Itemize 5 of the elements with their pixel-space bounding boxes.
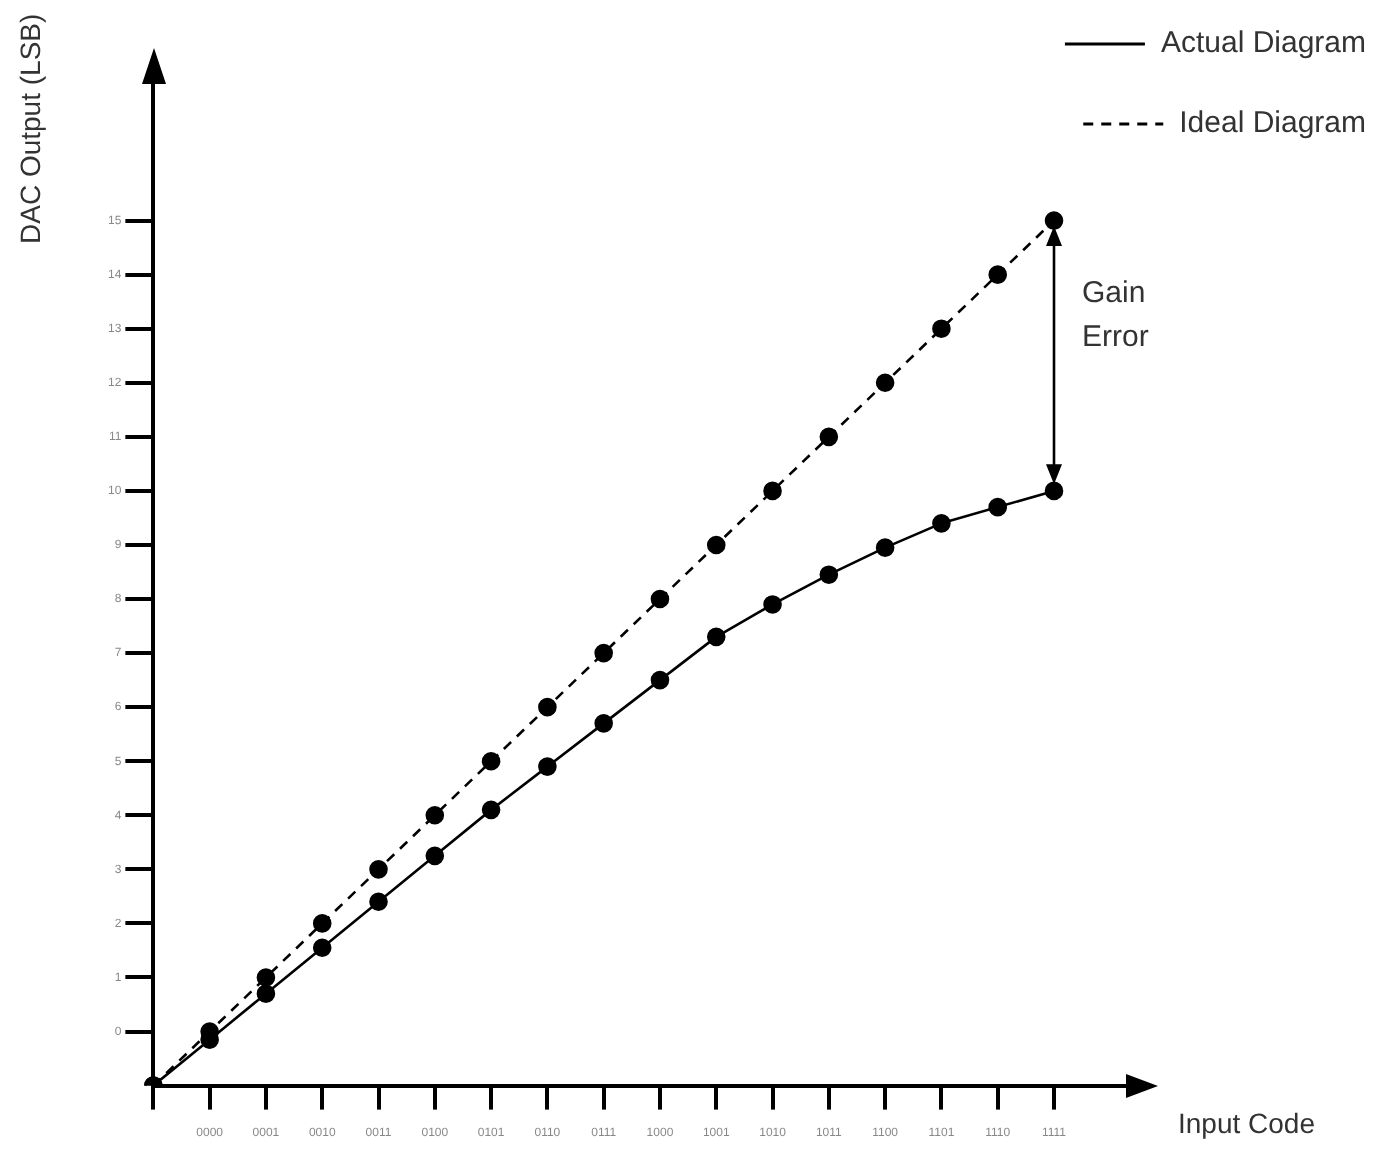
legend-label: Ideal Diagram bbox=[1179, 106, 1367, 141]
text: Gain Error bbox=[1082, 276, 1149, 355]
x-axis-title: Input Code bbox=[1178, 1107, 1316, 1140]
y-axis-title: DAC Output (LSB) bbox=[13, 13, 46, 244]
legend-label: Actual Diagram bbox=[1160, 26, 1367, 61]
